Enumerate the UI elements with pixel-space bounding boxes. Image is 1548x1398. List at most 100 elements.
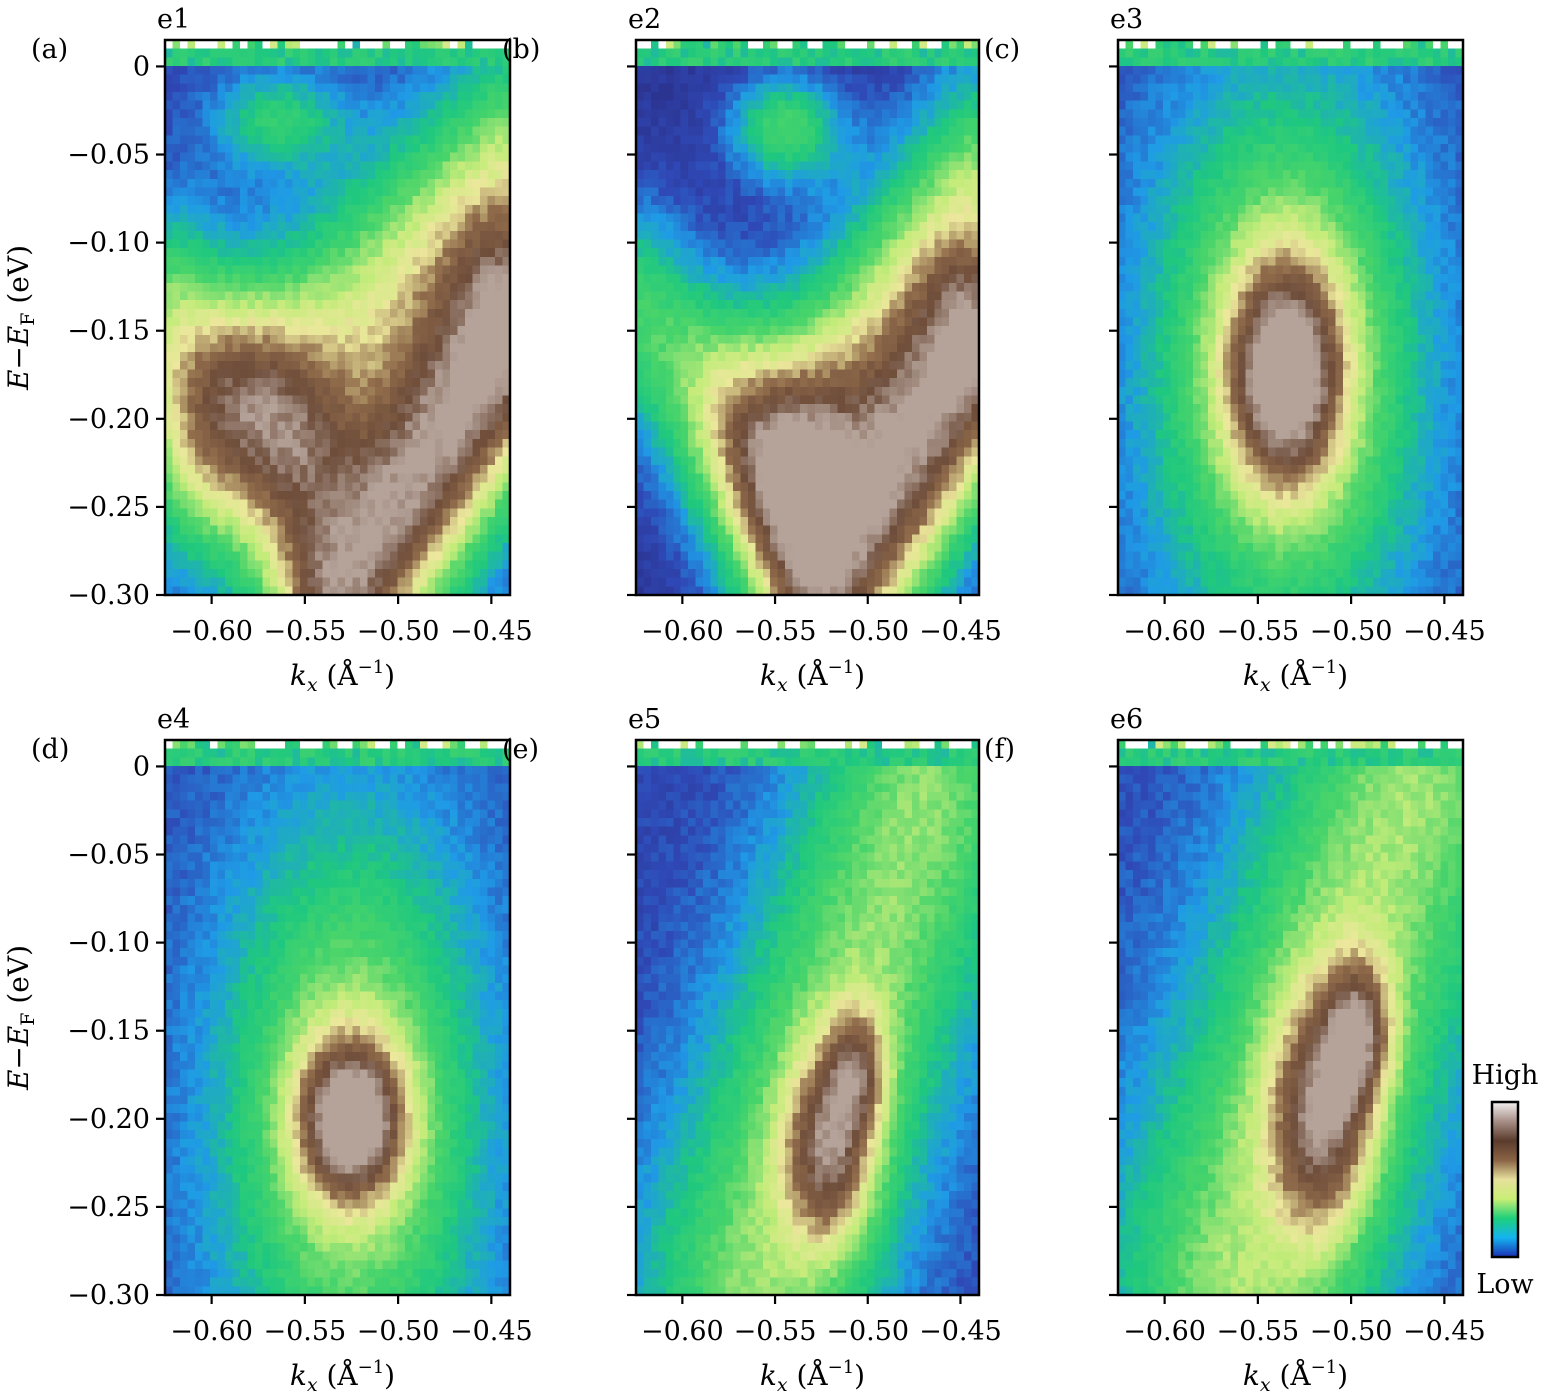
heatmap-cell bbox=[308, 422, 316, 431]
heatmap-cell bbox=[368, 517, 376, 526]
heatmap-cell bbox=[949, 170, 957, 179]
heatmap-cell bbox=[830, 187, 838, 196]
heatmap-cell bbox=[465, 179, 473, 188]
heatmap-cell bbox=[673, 179, 681, 188]
heatmap-cell bbox=[785, 352, 793, 361]
heatmap-cell bbox=[681, 378, 689, 387]
heatmap-cell bbox=[852, 291, 860, 300]
heatmap-cell bbox=[413, 396, 421, 405]
heatmap-cell bbox=[465, 387, 473, 396]
heatmap-cell bbox=[390, 344, 398, 353]
heatmap-cell bbox=[443, 248, 451, 257]
heatmap-cell bbox=[233, 508, 241, 517]
heatmap-cell bbox=[875, 274, 883, 283]
heatmap-cell bbox=[875, 196, 883, 205]
heatmap-cell bbox=[733, 404, 741, 413]
heatmap-cell bbox=[919, 387, 927, 396]
heatmap-cell bbox=[927, 135, 935, 144]
heatmap-cell bbox=[375, 274, 383, 283]
heatmap-cell bbox=[480, 526, 488, 535]
heatmap-cell bbox=[718, 318, 726, 327]
heatmap-cell bbox=[867, 187, 875, 196]
heatmap-cell bbox=[308, 448, 316, 457]
heatmap-cell bbox=[300, 283, 308, 292]
heatmap-cell bbox=[263, 75, 271, 84]
heatmap-cell bbox=[248, 456, 256, 465]
heatmap-cell bbox=[763, 135, 771, 144]
heatmap-cell bbox=[473, 300, 481, 309]
heatmap-cell bbox=[255, 439, 263, 448]
heatmap-cell bbox=[755, 370, 763, 379]
heatmap-cell bbox=[919, 213, 927, 222]
heatmap-cell bbox=[293, 361, 301, 370]
heatmap-cell bbox=[688, 413, 696, 422]
heatmap-cell bbox=[882, 344, 890, 353]
heatmap-cell bbox=[218, 526, 226, 535]
heatmap-cell bbox=[808, 326, 816, 335]
heatmap-cell bbox=[180, 370, 188, 379]
heatmap-cell bbox=[688, 66, 696, 75]
heatmap-cell bbox=[793, 101, 801, 110]
heatmap-cell bbox=[368, 318, 376, 327]
heatmap-cell bbox=[458, 300, 466, 309]
heatmap-cell bbox=[927, 57, 935, 66]
heatmap-cell bbox=[852, 40, 860, 49]
heatmap-cell bbox=[927, 387, 935, 396]
heatmap-cell bbox=[233, 57, 241, 66]
heatmap-cell bbox=[696, 274, 704, 283]
heatmap-cell bbox=[353, 57, 361, 66]
heatmap-cell bbox=[390, 265, 398, 274]
heatmap-cell bbox=[285, 456, 293, 465]
heatmap-cell bbox=[770, 40, 778, 49]
heatmap-cell bbox=[725, 144, 733, 153]
heatmap-cell bbox=[428, 552, 436, 561]
heatmap-cell bbox=[368, 413, 376, 422]
heatmap-cell bbox=[458, 118, 466, 127]
heatmap-cell bbox=[934, 291, 942, 300]
heatmap-cell bbox=[488, 543, 496, 552]
heatmap-cell bbox=[748, 291, 756, 300]
heatmap-cell bbox=[904, 231, 912, 240]
heatmap-cell bbox=[725, 40, 733, 49]
heatmap-cell bbox=[696, 361, 704, 370]
heatmap-cell bbox=[778, 222, 786, 231]
heatmap-cell bbox=[949, 257, 957, 266]
heatmap-cell bbox=[473, 135, 481, 144]
heatmap-cell bbox=[785, 283, 793, 292]
heatmap-cell bbox=[405, 361, 413, 370]
heatmap-cell bbox=[688, 144, 696, 153]
heatmap-cell bbox=[450, 534, 458, 543]
heatmap-cell bbox=[225, 101, 233, 110]
heatmap-cell bbox=[293, 370, 301, 379]
heatmap-cell bbox=[673, 118, 681, 127]
heatmap-cell bbox=[934, 335, 942, 344]
heatmap-cell bbox=[703, 170, 711, 179]
heatmap-cell bbox=[368, 101, 376, 110]
heatmap-cell bbox=[278, 291, 286, 300]
heatmap-cell bbox=[793, 205, 801, 214]
heatmap-cell bbox=[315, 370, 323, 379]
heatmap-cell bbox=[398, 361, 406, 370]
heatmap-cell bbox=[658, 239, 666, 248]
heatmap-cell bbox=[778, 170, 786, 179]
heatmap-cell bbox=[360, 135, 368, 144]
heatmap-cell bbox=[912, 257, 920, 266]
heatmap-cell bbox=[927, 109, 935, 118]
heatmap-cell bbox=[778, 352, 786, 361]
heatmap-cell bbox=[867, 92, 875, 101]
heatmap-cell bbox=[338, 491, 346, 500]
heatmap-cell bbox=[912, 222, 920, 231]
heatmap-cell bbox=[837, 326, 845, 335]
heatmap-cell bbox=[375, 422, 383, 431]
heatmap-cell bbox=[897, 326, 905, 335]
heatmap-cell bbox=[278, 127, 286, 136]
heatmap-cell bbox=[203, 422, 211, 431]
heatmap-cell bbox=[495, 231, 503, 240]
heatmap-cell bbox=[458, 205, 466, 214]
heatmap-cell bbox=[300, 309, 308, 318]
heatmap-cell bbox=[942, 92, 950, 101]
heatmap-cell bbox=[949, 66, 957, 75]
heatmap-cell bbox=[770, 49, 778, 58]
heatmap-cell bbox=[733, 248, 741, 257]
heatmap-cell bbox=[173, 66, 181, 75]
